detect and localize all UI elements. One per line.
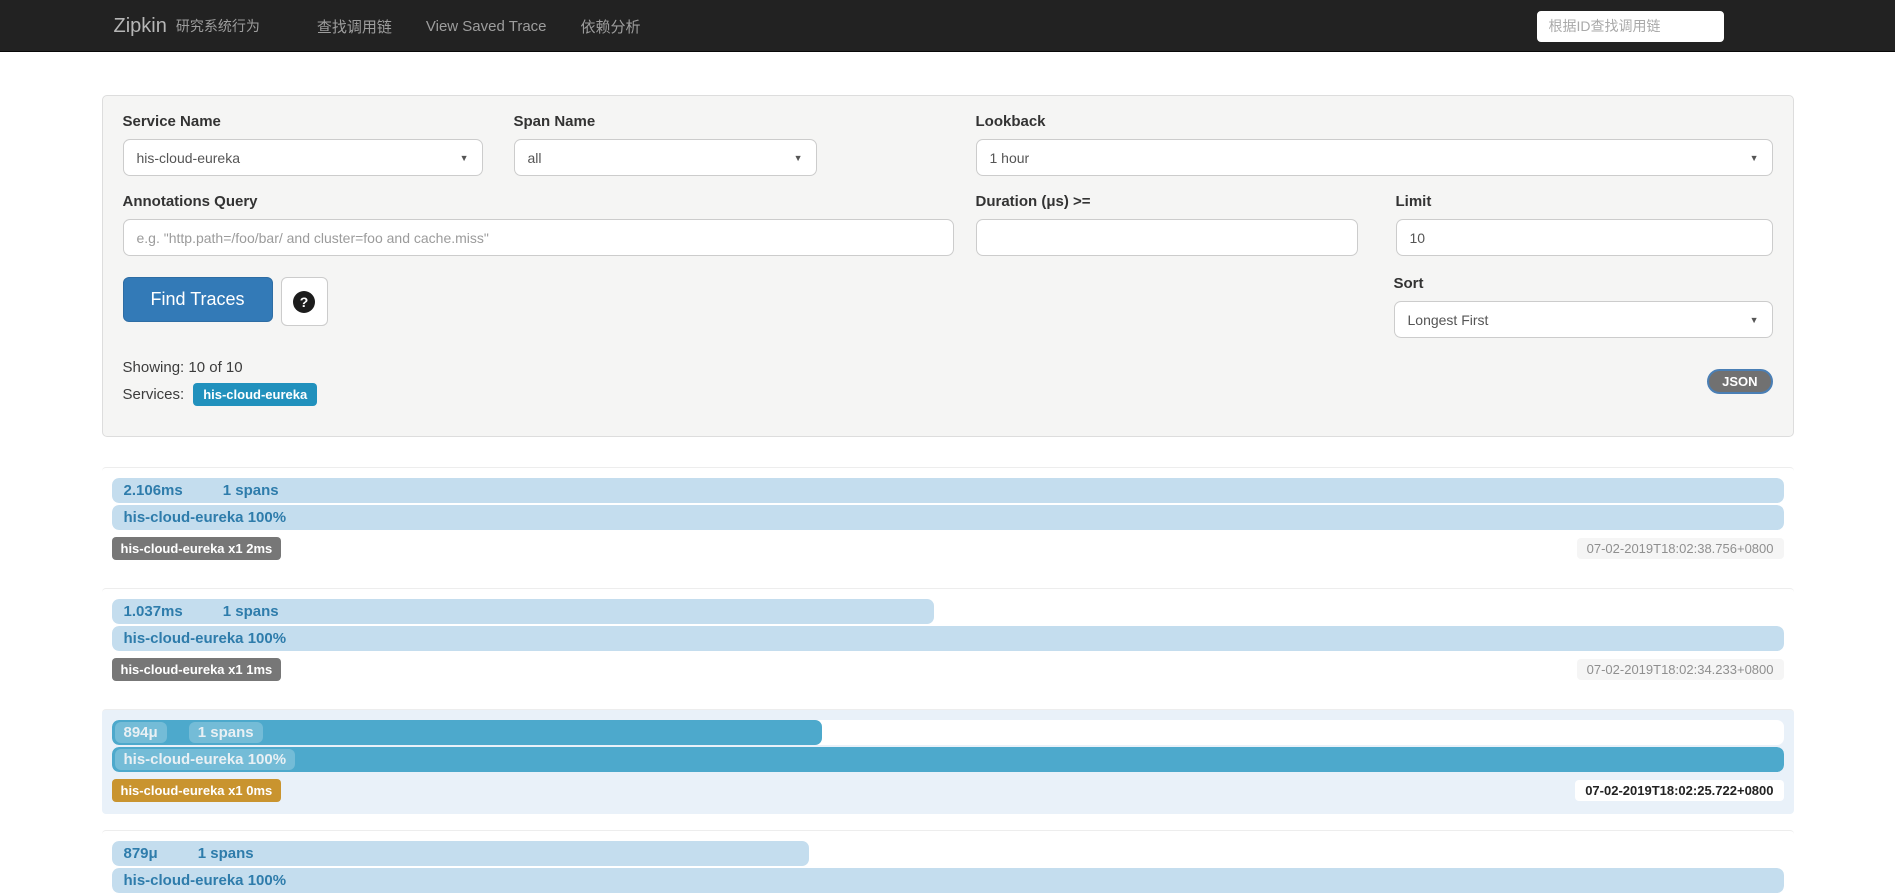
trace-duration-fill bbox=[111, 599, 935, 624]
annotations-query-input[interactable] bbox=[122, 219, 954, 256]
trace-duration: 2.106ms bbox=[123, 482, 183, 499]
trace-footer: his-cloud-eureka x1 0ms 07-02-2019T18:02… bbox=[111, 779, 1784, 802]
results-summary: Showing: 10 of 10 Services: his-cloud-eu… bbox=[123, 359, 1773, 408]
span-name-label: Span Name bbox=[513, 113, 596, 130]
question-mark-icon: ? bbox=[293, 290, 316, 313]
trace-service-bar: his-cloud-eureka 100% bbox=[111, 626, 1784, 651]
duration-input[interactable] bbox=[975, 219, 1358, 256]
trace-service-percent: his-cloud-eureka 100% bbox=[123, 630, 287, 647]
showing-count: Showing: 10 of 10 bbox=[122, 359, 243, 376]
trace-duration-bar: 879μ 1 spans bbox=[111, 841, 1784, 866]
lookback-value: 1 hour bbox=[989, 149, 1030, 166]
chevron-down-icon: ▼ bbox=[1749, 314, 1759, 325]
limit-input[interactable] bbox=[1395, 219, 1773, 256]
service-name-label: Service Name bbox=[122, 113, 221, 130]
trace-service-bar: his-cloud-eureka 100% bbox=[111, 747, 1784, 772]
nav-item-find-traces[interactable]: 查找调用链 bbox=[316, 18, 392, 36]
brand-subtitle: 研究系统行为 bbox=[175, 18, 260, 34]
chevron-down-icon: ▼ bbox=[459, 152, 469, 163]
trace-service-badge: his-cloud-eureka x1 1ms bbox=[111, 658, 282, 681]
sort-label: Sort bbox=[1393, 275, 1424, 292]
chevron-down-icon: ▼ bbox=[1749, 152, 1759, 163]
span-name-value: all bbox=[527, 149, 542, 166]
trace-duration-bar: 1.037ms 1 spans bbox=[111, 599, 1784, 624]
trace-span-count: 1 spans bbox=[222, 482, 279, 499]
lookback-select[interactable]: 1 hour ▼ bbox=[975, 139, 1773, 176]
trace-duration-fill bbox=[111, 841, 809, 866]
trace-row[interactable]: 1.037ms 1 spans his-cloud-eureka 100% hi… bbox=[101, 588, 1794, 693]
trace-span-count: 1 spans bbox=[188, 722, 263, 743]
span-name-select[interactable]: all ▼ bbox=[513, 139, 817, 176]
trace-duration: 879μ bbox=[123, 845, 158, 862]
annotations-query-field: Annotations Query bbox=[122, 193, 954, 256]
trace-span-count: 1 spans bbox=[222, 603, 279, 620]
service-name-field: Service Name his-cloud-eureka ▼ bbox=[122, 113, 483, 176]
service-name-select[interactable]: his-cloud-eureka ▼ bbox=[122, 139, 483, 176]
trace-footer: his-cloud-eureka x1 1ms 07-02-2019T18:02… bbox=[111, 658, 1784, 681]
trace-service-badge: his-cloud-eureka x1 0ms bbox=[111, 779, 282, 802]
trace-duration: 894μ bbox=[114, 722, 167, 743]
service-badge[interactable]: his-cloud-eureka bbox=[193, 383, 318, 406]
trace-row[interactable]: 2.106ms 1 spans his-cloud-eureka 100% hi… bbox=[101, 467, 1794, 572]
nav-item-view-saved-trace[interactable]: View Saved Trace bbox=[425, 17, 547, 35]
brand-zipkin[interactable]: Zipkin bbox=[113, 14, 167, 37]
duration-label: Duration (μs) >= bbox=[975, 193, 1091, 210]
trace-row[interactable]: 879μ 1 spans his-cloud-eureka 100% bbox=[101, 830, 1794, 894]
trace-list: 2.106ms 1 spans his-cloud-eureka 100% hi… bbox=[101, 467, 1794, 894]
sort-value: Longest First bbox=[1407, 311, 1489, 328]
limit-field: Limit bbox=[1395, 193, 1773, 256]
nav-item-dependencies[interactable]: 依赖分析 bbox=[580, 18, 641, 36]
trace-service-percent: his-cloud-eureka 100% bbox=[123, 872, 287, 889]
trace-duration-bar: 894μ 1 spans bbox=[111, 720, 1784, 745]
limit-label: Limit bbox=[1395, 193, 1432, 210]
trace-duration-bar: 2.106ms 1 spans bbox=[111, 478, 1784, 503]
navbar: Zipkin 研究系统行为 查找调用链 View Saved Trace 依赖分… bbox=[0, 0, 1895, 52]
search-panel: Service Name his-cloud-eureka ▼ Span Nam… bbox=[101, 95, 1794, 437]
annotations-query-label: Annotations Query bbox=[122, 193, 258, 210]
trace-service-bar: his-cloud-eureka 100% bbox=[111, 868, 1784, 893]
json-button[interactable]: JSON bbox=[1707, 369, 1773, 394]
trace-service-bar: his-cloud-eureka 100% bbox=[111, 505, 1784, 530]
service-name-value: his-cloud-eureka bbox=[136, 149, 241, 166]
lookback-label: Lookback bbox=[975, 113, 1046, 130]
trace-service-badge: his-cloud-eureka x1 2ms bbox=[111, 537, 282, 560]
main-content: Service Name his-cloud-eureka ▼ Span Nam… bbox=[101, 95, 1794, 894]
trace-span-count: 1 spans bbox=[197, 845, 254, 862]
trace-id-search-input[interactable] bbox=[1536, 10, 1724, 42]
trace-timestamp: 07-02-2019T18:02:25.722+0800 bbox=[1575, 780, 1784, 801]
chevron-down-icon: ▼ bbox=[793, 152, 803, 163]
lookback-field: Lookback 1 hour ▼ bbox=[975, 113, 1773, 176]
trace-footer: his-cloud-eureka x1 2ms 07-02-2019T18:02… bbox=[111, 537, 1784, 560]
trace-service-percent: his-cloud-eureka 100% bbox=[123, 509, 287, 526]
trace-timestamp: 07-02-2019T18:02:38.756+0800 bbox=[1576, 538, 1784, 559]
trace-row[interactable]: 894μ 1 spans his-cloud-eureka 100% his-c… bbox=[101, 709, 1794, 814]
services-label: Services: bbox=[122, 386, 185, 403]
trace-timestamp: 07-02-2019T18:02:34.233+0800 bbox=[1576, 659, 1784, 680]
sort-field: Sort Longest First ▼ bbox=[1393, 275, 1773, 338]
trace-duration: 1.037ms bbox=[123, 603, 183, 620]
help-button[interactable]: ? bbox=[280, 277, 328, 326]
trace-duration-fill bbox=[111, 720, 823, 745]
sort-select[interactable]: Longest First ▼ bbox=[1393, 301, 1773, 338]
trace-service-percent: his-cloud-eureka 100% bbox=[114, 749, 296, 770]
duration-field: Duration (μs) >= bbox=[975, 193, 1358, 256]
span-name-field: Span Name all ▼ bbox=[513, 113, 817, 176]
find-traces-button[interactable]: Find Traces bbox=[122, 277, 273, 322]
trace-duration-fill bbox=[111, 478, 1784, 503]
